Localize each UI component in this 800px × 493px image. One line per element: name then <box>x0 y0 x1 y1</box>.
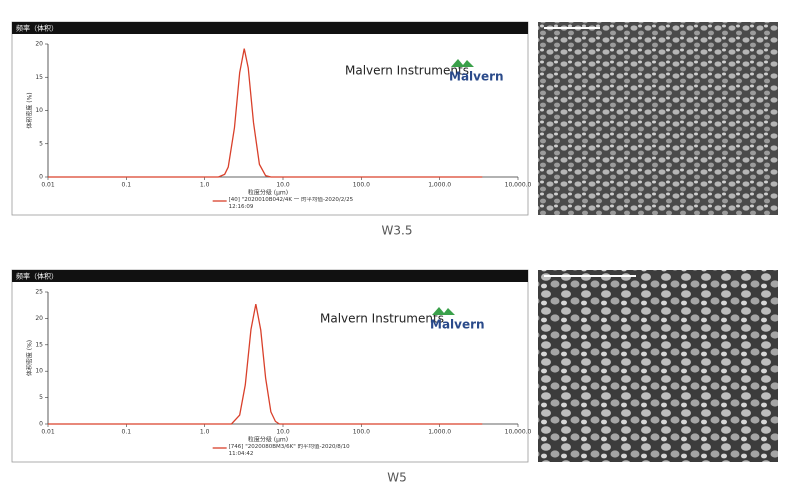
x-tick-label: 0.1 <box>122 182 132 189</box>
header-bar <box>12 22 528 34</box>
y-axis-label: 体积密度 (%) <box>26 92 34 128</box>
logo-mark <box>432 307 455 315</box>
header-bar <box>12 270 528 282</box>
y-tick-label: 0 <box>39 421 43 428</box>
x-tick-label: 0.01 <box>41 182 55 189</box>
x-axis-label: 粒度分级 (μm) <box>248 436 288 444</box>
legend-text: [746] "2020080BM3/6K" 的平均值-2020/8/10 11:… <box>228 444 350 457</box>
x-tick-label: 100.0 <box>353 182 370 189</box>
x-tick-label: 10,000.0 <box>505 182 532 189</box>
legend-entry: [40] "2020010B042/4K 一 的平均值-2020/2/25 12… <box>228 197 354 210</box>
x-tick-label: 100.0 <box>353 429 370 436</box>
y-tick-label: 5 <box>39 394 43 401</box>
caption: W3.5 <box>382 224 413 238</box>
y-tick-label: 0 <box>39 174 43 181</box>
y-axis-label: 体积密度 (%) <box>26 340 34 376</box>
header-title: 频率（体积） <box>16 24 58 33</box>
y-tick-label: 20 <box>35 315 43 322</box>
sem-image <box>538 270 778 462</box>
header-title: 频率（体积） <box>16 272 58 281</box>
y-tick-label: 10 <box>35 107 43 114</box>
chart-frame <box>11 269 529 463</box>
y-tick-label: 15 <box>35 341 43 348</box>
x-axis-label: 粒度分级 (μm) <box>248 189 288 197</box>
brand-text: Malvern Instruments <box>320 312 444 326</box>
logo-mark <box>451 59 474 67</box>
data-line <box>48 304 483 425</box>
x-tick-label: 10.0 <box>276 182 290 189</box>
data-line <box>48 48 483 178</box>
x-tick-label: 10,000.0 <box>505 429 532 436</box>
x-tick-label: 1.0 <box>200 182 210 189</box>
brand-text: Malvern Instruments <box>345 64 469 78</box>
x-tick-label: 1,000.0 <box>428 429 451 436</box>
x-tick-label: 0.01 <box>41 429 55 436</box>
logo-text: Malvern <box>430 318 485 332</box>
x-tick-label: 10.0 <box>276 429 290 436</box>
y-tick-label: 10 <box>35 368 43 375</box>
y-tick-label: 25 <box>35 289 43 296</box>
chart-frame <box>11 21 529 216</box>
x-tick-label: 0.1 <box>122 429 132 436</box>
y-tick-label: 5 <box>39 140 43 147</box>
y-tick-label: 20 <box>35 41 43 48</box>
x-tick-label: 1.0 <box>200 429 210 436</box>
caption: W5 <box>387 471 407 485</box>
legend-entry: [746] "2020080BM3/6K" 的平均值-2020/8/10 11:… <box>228 444 350 457</box>
logo-text: Malvern <box>449 70 504 84</box>
y-tick-label: 15 <box>35 74 43 81</box>
x-tick-label: 1,000.0 <box>428 182 451 189</box>
legend-text: [40] "2020010B042/4K 一 的平均值-2020/2/25 12… <box>228 197 354 210</box>
sem-image <box>538 22 778 215</box>
